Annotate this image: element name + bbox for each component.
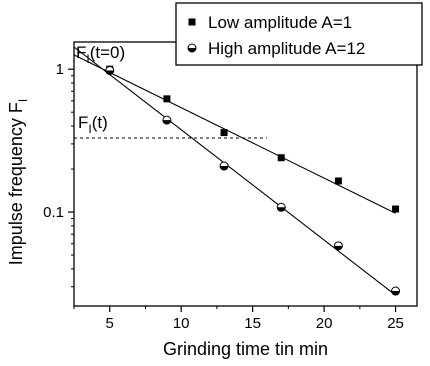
legend-marker-shape-high	[187, 43, 197, 53]
legend-label-high-amplitude: High amplitude A=12	[208, 39, 365, 58]
x-tick-label: 15	[244, 315, 261, 332]
data-point-series-1-fill	[220, 166, 229, 171]
data-points-layer	[105, 65, 401, 296]
x-tick-label: 5	[106, 315, 114, 332]
data-point-series-1	[105, 65, 115, 75]
legend-marker-shape-high-fill	[188, 48, 196, 52]
data-point-series-1	[219, 161, 229, 171]
legend-box	[175, 2, 423, 66]
data-point-series-0-shape	[163, 95, 171, 103]
annotation-fi-t0-sub: I	[86, 52, 89, 66]
fit-lines-layer	[73, 46, 396, 296]
data-point-series-0	[334, 177, 342, 185]
data-point-series-0-shape	[334, 177, 342, 185]
annotation-fi-t-tail: (t)	[92, 113, 108, 132]
x-axis-title: Grinding time tin min	[163, 339, 328, 359]
data-point-series-0-shape	[392, 205, 400, 213]
data-point-series-1-fill	[105, 70, 114, 75]
x-tick-label: 25	[387, 315, 404, 332]
y-axis-title-subscript: I	[16, 99, 30, 102]
data-point-series-1-fill	[162, 120, 171, 125]
data-point-series-0	[220, 129, 228, 137]
data-point-series-1	[162, 115, 172, 125]
legend-label-low-amplitude: Low amplitude A=1	[208, 13, 352, 32]
data-point-series-1-fill	[334, 245, 343, 250]
annotation-fi-t0-tail: (t=0)	[90, 43, 125, 62]
y-axis-title-main: Impulse frequency F	[6, 102, 26, 265]
data-point-series-0	[277, 154, 285, 162]
data-point-series-1-fill	[391, 291, 400, 296]
annotation-fi-t-sub: I	[88, 122, 91, 136]
plot-frame	[73, 41, 418, 307]
data-point-series-1	[333, 241, 343, 251]
data-point-series-0	[392, 205, 400, 213]
x-tick-label: 20	[316, 315, 333, 332]
fit-line-series-0	[73, 54, 396, 214]
data-point-series-0	[163, 95, 171, 103]
annotation-fi-t-main: F	[78, 113, 88, 132]
plot-area-border	[73, 41, 418, 307]
fit-line-series-1	[73, 46, 396, 296]
annotation-fi-t0-main: F	[76, 43, 86, 62]
legend-marker-shape-low-shape	[188, 18, 196, 26]
legend-marker-low-amplitude	[188, 18, 196, 26]
data-point-series-0-shape	[220, 129, 228, 137]
data-point-series-1-fill	[277, 207, 286, 212]
legend-marker-shape-low	[188, 18, 196, 26]
axis-ticks-layer: 5 10 15 20 25 0.1 1	[43, 61, 404, 332]
y-tick-label: 1	[56, 61, 64, 78]
legend-marker-high-amplitude	[187, 43, 197, 53]
legend: Low amplitude A=1 High amplitude A=12	[175, 2, 423, 66]
y-axis-title: Impulse frequency FI	[6, 99, 30, 265]
data-point-series-0-shape	[277, 154, 285, 162]
data-point-series-1	[391, 286, 401, 296]
annotation-fi-t0: FI(t=0)	[76, 43, 125, 66]
y-tick-label: 0.1	[43, 204, 64, 221]
x-tick-label: 10	[173, 315, 190, 332]
annotation-fi-t: FI(t)	[78, 113, 108, 136]
data-point-series-1	[276, 202, 286, 212]
